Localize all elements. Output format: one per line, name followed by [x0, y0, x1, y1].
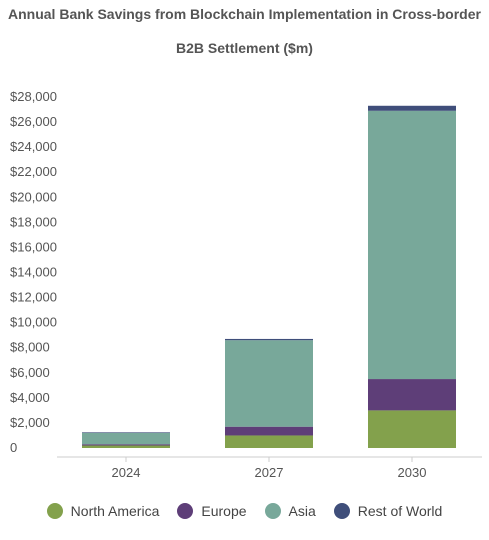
legend-label-north-america: North America — [70, 503, 160, 519]
bar-segment-europe — [82, 444, 170, 446]
x-tick-label: 2027 — [255, 465, 284, 480]
y-tick-label: $4,000 — [10, 390, 50, 405]
bar-segment-asia — [82, 432, 170, 445]
bar-segment-rest-of-world — [82, 432, 170, 433]
y-tick-label: $14,000 — [10, 265, 57, 280]
bar-segment-north-america — [225, 435, 313, 448]
y-tick-label: $16,000 — [10, 239, 57, 254]
chart-title-line-1: Annual Bank Savings from Blockchain Impl… — [8, 6, 481, 22]
y-tick-label: $10,000 — [10, 315, 57, 330]
y-tick-label: $24,000 — [10, 139, 57, 154]
legend-item-north-america: North America — [46, 503, 160, 519]
chart-legend: North America Europe Asia Rest of World — [0, 503, 489, 519]
legend-label-europe: Europe — [201, 503, 247, 519]
y-tick-label: $20,000 — [10, 189, 57, 204]
y-tick-label: $28,000 — [10, 89, 57, 104]
y-tick-label: $6,000 — [10, 365, 50, 380]
bar-segment-north-america — [82, 445, 170, 448]
bar-segment-europe — [368, 379, 456, 411]
bar-segment-north-america — [368, 410, 456, 448]
legend-item-rest-of-world: Rest of World — [333, 503, 443, 519]
y-tick-label: $2,000 — [10, 415, 50, 430]
y-tick-label: $18,000 — [10, 214, 57, 229]
legend-swatch-rest-of-world — [333, 503, 350, 519]
bar-segment-rest-of-world — [225, 338, 313, 341]
y-tick-label: $26,000 — [10, 114, 57, 129]
y-tick-label: $8,000 — [10, 340, 50, 355]
chart-title-line-2: B2B Settlement ($m) — [176, 40, 313, 56]
x-tick-label: 2030 — [398, 465, 427, 480]
bar-segment-asia — [368, 110, 456, 380]
bar-segment-europe — [225, 426, 313, 436]
bar-segment-rest-of-world — [368, 105, 456, 111]
y-tick-label: 0 — [10, 440, 17, 455]
legend-swatch-north-america — [46, 503, 63, 519]
legend-swatch-asia — [264, 503, 281, 519]
x-tick-label: 2024 — [112, 465, 141, 480]
y-tick-label: $12,000 — [10, 290, 57, 305]
legend-label-rest-of-world: Rest of World — [357, 503, 443, 519]
y-tick-label: $22,000 — [10, 164, 57, 179]
legend-item-asia: Asia — [264, 503, 316, 519]
legend-item-europe: Europe — [177, 503, 247, 519]
legend-label-asia: Asia — [288, 503, 316, 519]
legend-swatch-europe — [177, 503, 194, 519]
bar-segment-asia — [225, 340, 313, 427]
